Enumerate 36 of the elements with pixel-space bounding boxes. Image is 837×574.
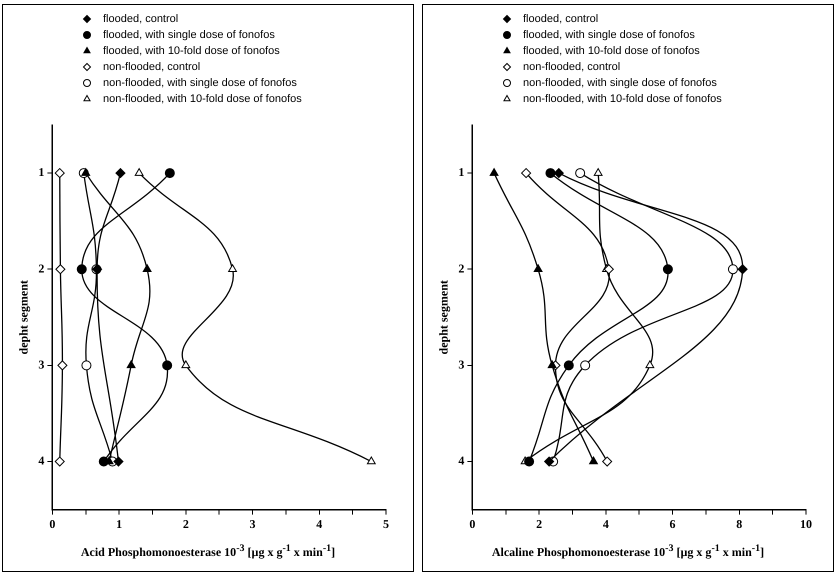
legend-label: flooded, control [103,13,178,26]
x-tick-label: 2 [182,516,189,531]
y-tick-label: 4 [458,454,464,468]
legend-label: flooded, with single dose of fonofos [103,29,276,42]
legend-label: non-flooded, with 10-fold dose of fonofos [103,93,302,106]
y-tick-label: 1 [38,165,44,180]
legend-label: non-flooded, with 10-fold dose of fonofos [523,93,722,106]
legend-label: non-flooded, with single dose of fonofos [523,77,718,90]
legend-label: non-flooded, with single dose of fonofos [103,77,298,90]
x-tick-label: 0 [49,516,56,531]
x-tick-label: 4 [602,516,609,531]
legend-label: flooded, control [523,13,598,26]
legend-label: flooded, with 10-fold dose of fonofos [103,45,280,58]
x-axis-title: Acid Phosphomonoesterase 10$^{-3}$ [µg x g$^{-1}$ x min$^{-1}$] [80,543,336,560]
x-tick-label: 5 [383,516,389,531]
x-tick-label: 6 [670,516,676,531]
x-tick-label: 8 [736,516,742,531]
x-axis-title: Alcaline Phosphomonoesterase 10$^{-3}$ [µg x g$^{-1}$ x min$^{-1}$] [490,543,766,560]
legend-label: flooded, with 10-fold dose of fonofos [523,45,700,58]
legend-label: flooded, with single dose of fonofos [523,29,696,42]
y-tick-label: 4 [38,454,44,468]
y-tick-label: 3 [38,357,44,372]
y-axis-title: depht segment [436,280,450,354]
y-tick-label: 1 [458,165,464,180]
y-tick-label: 3 [458,357,464,372]
x-tick-label: 0 [469,516,476,531]
y-tick-label: 2 [458,261,464,276]
y-tick-label: 2 [38,261,44,276]
legend-label: non-flooded, control [523,61,620,74]
legend-label: non-flooded, control [103,61,200,74]
x-tick-label: 4 [316,516,322,531]
x-tick-label: 3 [250,516,256,531]
y-axis-title: depht segment [16,280,30,354]
x-tick-label: 10 [800,516,812,531]
x-tick-label: 1 [116,516,122,531]
x-tick-label: 2 [536,516,542,531]
